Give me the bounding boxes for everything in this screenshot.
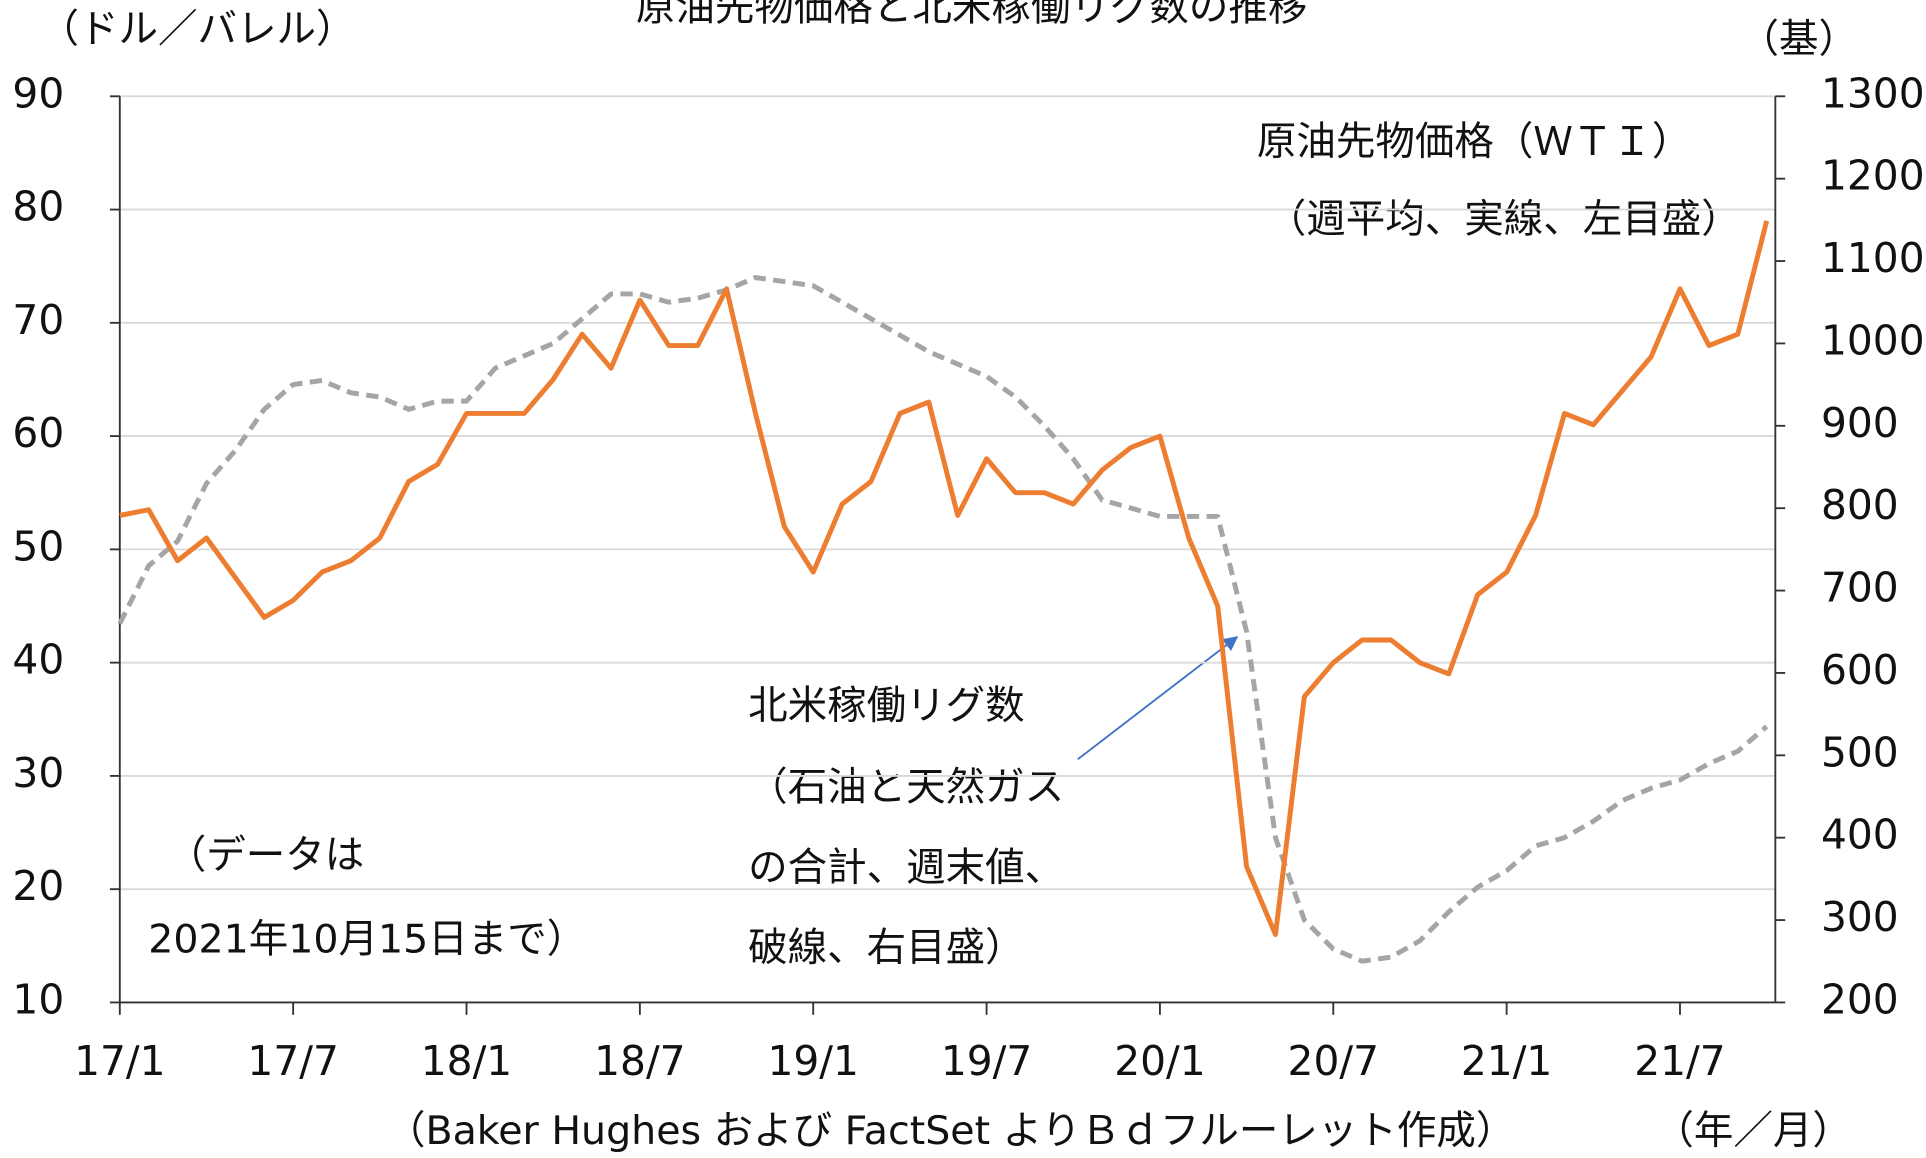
y-tick-label: 90 xyxy=(12,69,64,117)
y2-tick-label: 200 xyxy=(1821,975,1899,1023)
y2-tick-label: 1100 xyxy=(1821,234,1925,282)
x-tick-label: 20/7 xyxy=(1288,1037,1379,1085)
chart-title: 原油先物価格と北米稼働リグ数の推移 xyxy=(636,0,1308,30)
y-tick-label: 30 xyxy=(12,749,64,797)
annotation: の合計、週末値、 xyxy=(748,845,1064,891)
y-tick-label: 10 xyxy=(12,975,64,1023)
x-tick-label: 20/1 xyxy=(1114,1037,1205,1085)
y-tick-label: 40 xyxy=(12,636,64,684)
y-tick-label: 70 xyxy=(12,296,64,344)
y2-tick-label: 1300 xyxy=(1821,69,1925,117)
annotation-arrow xyxy=(1077,636,1239,760)
y-axis-label: （ドル／バレル） xyxy=(40,7,356,53)
annotation: 破線、右目盛） xyxy=(748,925,1024,971)
y2-tick-label: 600 xyxy=(1821,646,1899,694)
y2-tick-label: 800 xyxy=(1821,481,1899,529)
y-tick-label: 60 xyxy=(12,409,64,457)
series-line xyxy=(119,220,1770,938)
series-label: 北米稼働リグ数 xyxy=(748,683,1024,729)
x-tick-label: 18/1 xyxy=(421,1037,512,1085)
y2-tick-label: 1000 xyxy=(1821,316,1925,364)
y2-axis-label: （基） xyxy=(1740,16,1859,62)
annotation: （石油と天然ガス xyxy=(748,765,1064,811)
x-tick-label: 19/1 xyxy=(767,1037,858,1085)
y-tick-label: 80 xyxy=(12,183,64,231)
x-tick-label: 21/7 xyxy=(1634,1037,1725,1085)
x-tick-label: 18/7 xyxy=(594,1037,685,1085)
y2-tick-label: 500 xyxy=(1821,728,1899,776)
annotation: （週平均、実線、左目盛） xyxy=(1267,197,1741,243)
y-tick-label: 20 xyxy=(12,862,64,910)
annotation: （データは xyxy=(167,833,364,879)
annotation: 2021年10月15日まで） xyxy=(148,916,586,962)
x-tick-label: 19/7 xyxy=(941,1037,1032,1085)
y-tick-label: 50 xyxy=(12,522,64,570)
series-line xyxy=(117,275,1769,964)
y2-tick-label: 1200 xyxy=(1821,152,1925,200)
series-label: 原油先物価格（ＷＴＩ） xyxy=(1257,119,1691,165)
y2-tick-label: 400 xyxy=(1821,811,1899,859)
source: （Baker Hughes および FactSet よりＢｄフルーレット作成） xyxy=(386,1108,1515,1154)
x-axis-label: （年／月） xyxy=(1654,1108,1852,1154)
x-tick-label: 17/1 xyxy=(74,1037,165,1085)
y2-tick-label: 300 xyxy=(1821,893,1899,941)
x-tick-label: 21/1 xyxy=(1461,1037,1552,1085)
x-tick-label: 17/7 xyxy=(247,1037,338,1085)
y2-tick-label: 700 xyxy=(1821,564,1899,612)
y2-tick-label: 900 xyxy=(1821,399,1899,447)
